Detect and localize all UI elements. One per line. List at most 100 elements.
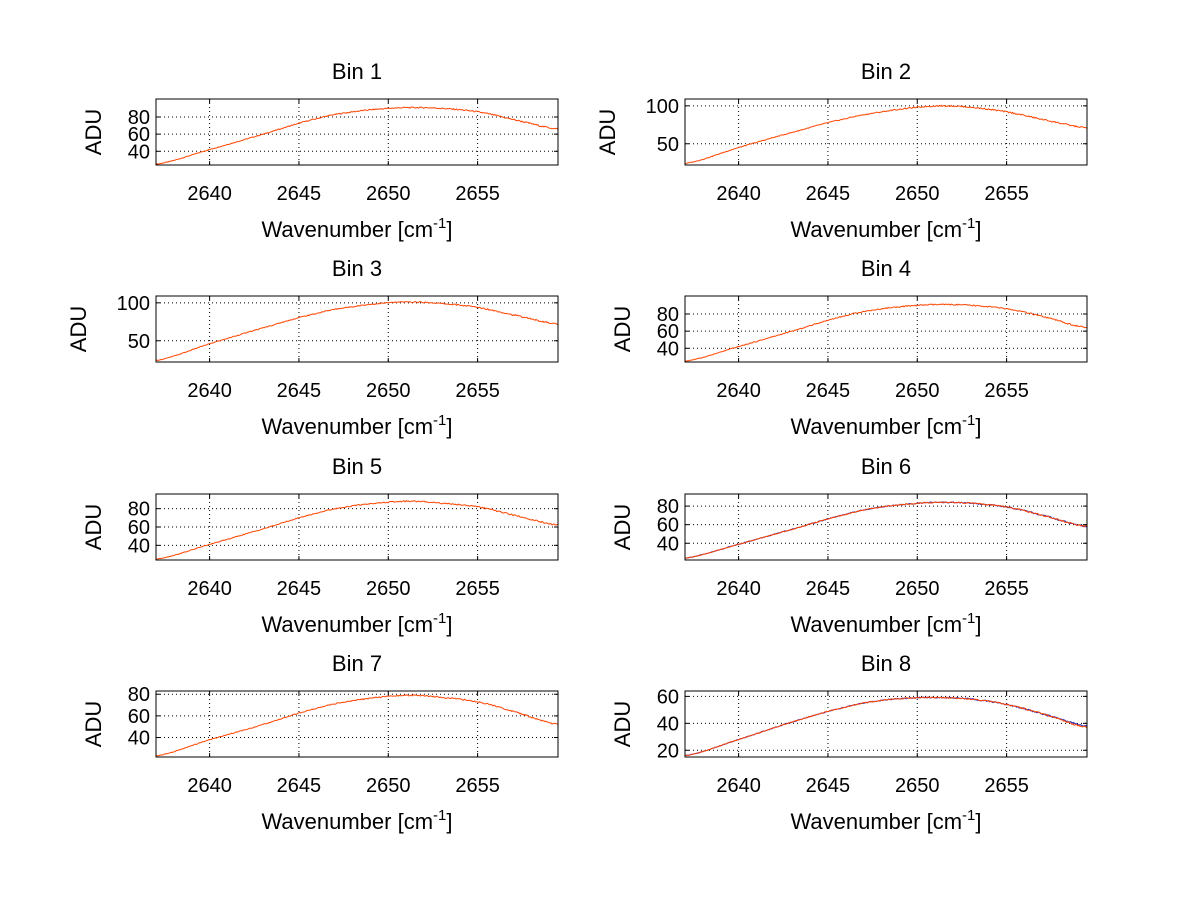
x-tick-label: 2650: [895, 578, 940, 600]
y-tick-label: 50: [128, 331, 150, 353]
x-axis-label-main: Wavenumber [cm: [261, 414, 433, 439]
x-tick-label: 2655: [455, 775, 500, 797]
y-tick-label: 40: [128, 728, 150, 750]
x-axis-label: Wavenumber [cm-1]: [261, 412, 452, 439]
x-tick-label: 2655: [984, 380, 1029, 402]
x-tick-label: 2645: [277, 380, 322, 402]
y-axis-label: ADU: [81, 504, 106, 550]
y-tick-label: 60: [128, 706, 150, 728]
y-tick-label: 80: [128, 684, 150, 706]
series-line-orange: [155, 694, 559, 757]
x-tick-label: 2655: [455, 380, 500, 402]
y-tick-label: 80: [657, 304, 679, 326]
x-axis-label-close: ]: [975, 217, 981, 242]
y-tick-label: 100: [117, 293, 150, 315]
y-tick-label: 60: [657, 515, 679, 537]
axes-box: [684, 98, 1088, 166]
x-tick-label: 2650: [895, 183, 940, 205]
x-axis-label-close: ]: [446, 612, 452, 637]
x-axis-label-main: Wavenumber [cm: [790, 809, 962, 834]
x-axis-label-sup: -1: [433, 807, 446, 824]
x-axis-label: Wavenumber [cm-1]: [790, 412, 981, 439]
x-axis-label-close: ]: [975, 809, 981, 834]
x-axis-label-close: ]: [446, 414, 452, 439]
x-tick-label: 2645: [277, 775, 322, 797]
panel-bin-2: Bin 2 2640 2645 2650 2655 50 100 Wavenumber [cm…: [595, 59, 1088, 242]
chart-title: Bin 7: [332, 651, 382, 676]
y-tick-label: 40: [657, 338, 679, 360]
y-axis-label: ADU: [81, 701, 106, 747]
x-axis-label-sup: -1: [962, 412, 975, 429]
x-axis-label: Wavenumber [cm-1]: [790, 807, 981, 834]
x-axis-label: Wavenumber [cm-1]: [790, 610, 981, 637]
x-tick-label: 2640: [187, 578, 232, 600]
x-axis-label-main: Wavenumber [cm: [261, 217, 433, 242]
x-tick-label: 2640: [716, 578, 761, 600]
series-line-blue: [684, 501, 1088, 559]
y-axis-label: ADU: [610, 504, 635, 550]
x-tick-label: 2650: [366, 775, 411, 797]
series-line-orange: [684, 696, 1088, 757]
x-tick-label: 2640: [716, 380, 761, 402]
axes-box: [155, 295, 559, 363]
series-line-orange: [155, 301, 559, 361]
x-axis-label-main: Wavenumber [cm: [790, 414, 962, 439]
x-axis-label-main: Wavenumber [cm: [790, 217, 962, 242]
x-tick-label: 2640: [716, 183, 761, 205]
axes-box: [684, 690, 1088, 758]
x-tick-label: 2645: [806, 775, 851, 797]
x-axis-label-sup: -1: [433, 215, 446, 232]
x-tick-label: 2650: [366, 380, 411, 402]
x-tick-label: 2640: [187, 775, 232, 797]
series-line-orange: [156, 500, 559, 560]
x-axis-label-sup: -1: [962, 807, 975, 824]
x-axis-label: Wavenumber [cm-1]: [261, 807, 452, 834]
y-tick-label: 60: [657, 686, 679, 708]
x-axis-label-main: Wavenumber [cm: [790, 612, 962, 637]
x-tick-label: 2655: [455, 183, 500, 205]
y-tick-label: 80: [128, 107, 150, 129]
x-axis-label: Wavenumber [cm-1]: [261, 215, 452, 242]
x-tick-label: 2640: [187, 183, 232, 205]
x-axis-label-sup: -1: [962, 610, 975, 627]
x-axis-label-close: ]: [975, 414, 981, 439]
y-tick-label: 40: [128, 141, 150, 163]
y-tick-label: 40: [128, 535, 150, 557]
x-tick-label: 2645: [277, 183, 322, 205]
x-tick-label: 2640: [187, 380, 232, 402]
x-tick-label: 2645: [806, 380, 851, 402]
x-axis-label-close: ]: [975, 612, 981, 637]
x-tick-label: 2655: [984, 183, 1029, 205]
y-tick-label: 40: [657, 713, 679, 735]
x-axis-label-close: ]: [446, 217, 452, 242]
chart-title: Bin 1: [332, 59, 382, 84]
series-line-blue: [684, 696, 1088, 756]
y-tick-label: 60: [128, 124, 150, 146]
axes-box: [155, 98, 559, 166]
y-tick-label: 80: [128, 499, 150, 521]
x-axis-label-main: Wavenumber [cm: [261, 612, 433, 637]
series-line-orange: [684, 303, 1088, 362]
x-axis-label-sup: -1: [433, 610, 446, 627]
y-tick-label: 50: [657, 134, 679, 156]
y-tick-label: 80: [657, 496, 679, 518]
y-tick-label: 60: [657, 321, 679, 343]
x-axis-label-sup: -1: [433, 412, 446, 429]
chart-title: Bin 3: [332, 256, 382, 281]
x-tick-label: 2650: [895, 380, 940, 402]
chart-title: Bin 4: [861, 256, 911, 281]
y-axis-label: ADU: [66, 306, 91, 352]
series-line-orange: [155, 106, 559, 165]
x-axis-label-main: Wavenumber [cm: [261, 809, 433, 834]
series-line-orange: [684, 104, 1088, 165]
x-tick-label: 2655: [984, 775, 1029, 797]
axes-box: [684, 295, 1088, 363]
axes-box: [684, 493, 1088, 561]
y-tick-label: 40: [657, 533, 679, 555]
x-tick-label: 2645: [806, 578, 851, 600]
